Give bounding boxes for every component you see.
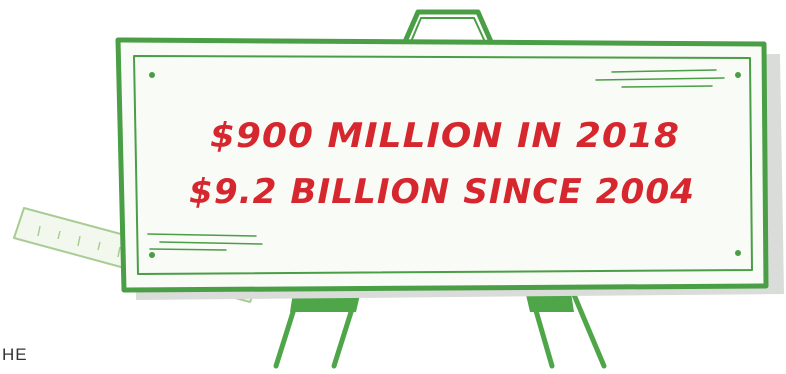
sign-board	[115, 37, 769, 293]
sign-handle	[401, 9, 495, 46]
board-rivets	[149, 72, 741, 258]
shine-lines	[147, 69, 725, 251]
corner-partial-text: HE	[2, 345, 28, 364]
sign-line-2: $9.2 BILLION SINCE 2004	[189, 172, 695, 212]
sign-line-1: $900 MILLION IN 2018	[210, 116, 680, 156]
